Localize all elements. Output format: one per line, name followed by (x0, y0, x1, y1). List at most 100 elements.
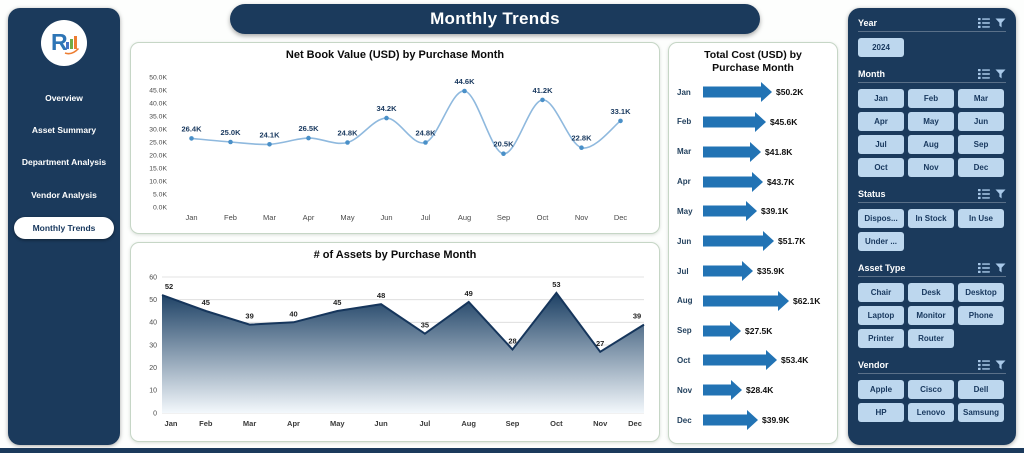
filter-option-desktop[interactable]: Desktop (958, 283, 1004, 302)
filter-option-dec[interactable]: Dec (958, 158, 1004, 177)
filter-option-sep[interactable]: Sep (958, 135, 1004, 154)
svg-text:Sep: Sep (497, 213, 510, 222)
cost-value-label: $39.1K (761, 206, 789, 217)
filter-option-lenovo[interactable]: Lenovo (908, 403, 954, 422)
cost-chart-title: Total Cost (USD) by Purchase Month (704, 49, 802, 75)
cost-arrow-bar (703, 290, 789, 311)
filter-option-laptop[interactable]: Laptop (858, 306, 904, 325)
cost-arrow-bar (703, 82, 772, 103)
clear-filter-icon[interactable] (995, 69, 1006, 79)
filter-option-aug[interactable]: Aug (908, 135, 954, 154)
clear-filter-icon[interactable] (995, 189, 1006, 199)
svg-text:5.0K: 5.0K (153, 191, 167, 198)
svg-text:Jun: Jun (380, 213, 392, 222)
svg-text:44.6K: 44.6K (454, 77, 475, 86)
filter-option-mar[interactable]: Mar (958, 89, 1004, 108)
filter-option-apr[interactable]: Apr (858, 112, 904, 131)
svg-text:60: 60 (149, 274, 157, 281)
svg-text:49: 49 (465, 289, 473, 298)
clear-filter-icon[interactable] (995, 360, 1006, 370)
cost-value-label: $41.8K (765, 146, 793, 157)
filter-option-dell[interactable]: Dell (958, 380, 1004, 399)
area-chart-title: # of Assets by Purchase Month (313, 249, 477, 261)
svg-text:45: 45 (333, 298, 341, 307)
svg-text:Aug: Aug (461, 419, 476, 428)
clear-filter-icon[interactable] (995, 263, 1006, 273)
sidebar-item-vendor-analysis[interactable]: Vendor Analysis (31, 189, 97, 200)
svg-text:25.0K: 25.0K (220, 128, 241, 137)
svg-text:40: 40 (289, 309, 297, 318)
line-chart-title: Net Book Value (USD) by Purchase Month (285, 49, 505, 61)
svg-text:Jun: Jun (374, 419, 388, 428)
svg-text:Jul: Jul (421, 213, 431, 222)
sidebar-item-overview[interactable]: Overview (45, 93, 83, 103)
bottom-bar (0, 448, 1024, 453)
svg-text:26.5K: 26.5K (298, 124, 319, 133)
filter-section-title: Month (858, 69, 885, 79)
filter-option-monitor[interactable]: Monitor (908, 306, 954, 325)
svg-text:10: 10 (149, 388, 157, 395)
filter-option-in-use[interactable]: In Use (958, 209, 1004, 228)
svg-text:24.8K: 24.8K (415, 129, 436, 138)
filter-option-phone[interactable]: Phone (958, 306, 1004, 325)
cost-row-mar: Mar $41.8K (677, 141, 829, 163)
cost-row-nov: Nov $28.4K (677, 379, 829, 401)
cost-value-label: $28.4K (746, 385, 774, 396)
svg-text:R: R (51, 29, 68, 55)
clear-filter-icon[interactable] (995, 18, 1006, 28)
svg-text:28: 28 (508, 337, 516, 346)
svg-text:Feb: Feb (224, 213, 237, 222)
cost-value-label: $35.9K (757, 266, 785, 277)
svg-text:40.0K: 40.0K (149, 100, 167, 107)
filter-option-jul[interactable]: Jul (858, 135, 904, 154)
net-book-value-chart-panel: Net Book Value (USD) by Purchase Month 0… (130, 42, 660, 234)
svg-text:39: 39 (245, 312, 253, 321)
svg-text:50.0K: 50.0K (149, 74, 167, 81)
filter-option-jun[interactable]: Jun (958, 112, 1004, 131)
svg-text:52: 52 (165, 282, 173, 291)
svg-text:Dec: Dec (614, 213, 628, 222)
nav-menu: Overview Asset Summary Department Analysis… (8, 76, 120, 239)
filter-option-desk[interactable]: Desk (908, 283, 954, 302)
svg-text:45.0K: 45.0K (149, 87, 167, 94)
filter-option-feb[interactable]: Feb (908, 89, 954, 108)
cost-value-label: $43.7K (767, 176, 795, 187)
filter-option-dispos[interactable]: Dispos... (858, 209, 904, 228)
assets-count-chart-panel: # of Assets by Purchase Month 0 10 20 30 40 5… (130, 242, 660, 442)
filter-option-printer[interactable]: Printer (858, 329, 904, 348)
svg-text:Apr: Apr (303, 213, 315, 222)
filter-section-asset-type: Asset Type Chair Desk Desktop Laptop Monitor P… (858, 263, 1006, 348)
filter-option-may[interactable]: May (908, 112, 954, 131)
filter-option-apple[interactable]: Apple (858, 380, 904, 399)
select-all-icon[interactable] (978, 189, 990, 199)
filter-option-chair[interactable]: Chair (858, 283, 904, 302)
svg-text:Jul: Jul (419, 419, 430, 428)
filter-option-samsung[interactable]: Samsung (958, 403, 1004, 422)
sidebar-item-department-analysis[interactable]: Department Analysis (21, 157, 107, 168)
select-all-icon[interactable] (978, 69, 990, 79)
cost-arrow-bar (703, 141, 761, 162)
filter-option-router[interactable]: Router (908, 329, 954, 348)
cost-row-apr: Apr $43.7K (677, 171, 829, 193)
sidebar-item-asset-summary[interactable]: Asset Summary (31, 125, 97, 136)
select-all-icon[interactable] (978, 360, 990, 370)
sidebar-item-monthly-trends[interactable]: Monthly Trends (14, 216, 114, 239)
cost-arrow-bar (703, 201, 757, 222)
filter-option-jan[interactable]: Jan (858, 89, 904, 108)
select-all-icon[interactable] (978, 263, 990, 273)
filter-option-2024[interactable]: 2024 (858, 38, 904, 57)
svg-text:Nov: Nov (575, 213, 589, 222)
filter-section-title: Asset Type (858, 263, 906, 273)
filter-panel: Year 2024 Month Jan Feb Mar Apr May Jun Jul Aug Sep… (848, 8, 1016, 445)
filter-option-oct[interactable]: Oct (858, 158, 904, 177)
filter-option-in-stock[interactable]: In Stock (908, 209, 954, 228)
svg-text:25.0K: 25.0K (149, 139, 167, 146)
filter-option-hp[interactable]: HP (858, 403, 904, 422)
cost-value-label: $27.5K (745, 325, 773, 336)
filter-option-under[interactable]: Under ... (858, 232, 904, 251)
filter-option-cisco[interactable]: Cisco (908, 380, 954, 399)
filter-option-nov[interactable]: Nov (908, 158, 954, 177)
select-all-icon[interactable] (978, 18, 990, 28)
svg-text:0.0K: 0.0K (153, 204, 167, 211)
